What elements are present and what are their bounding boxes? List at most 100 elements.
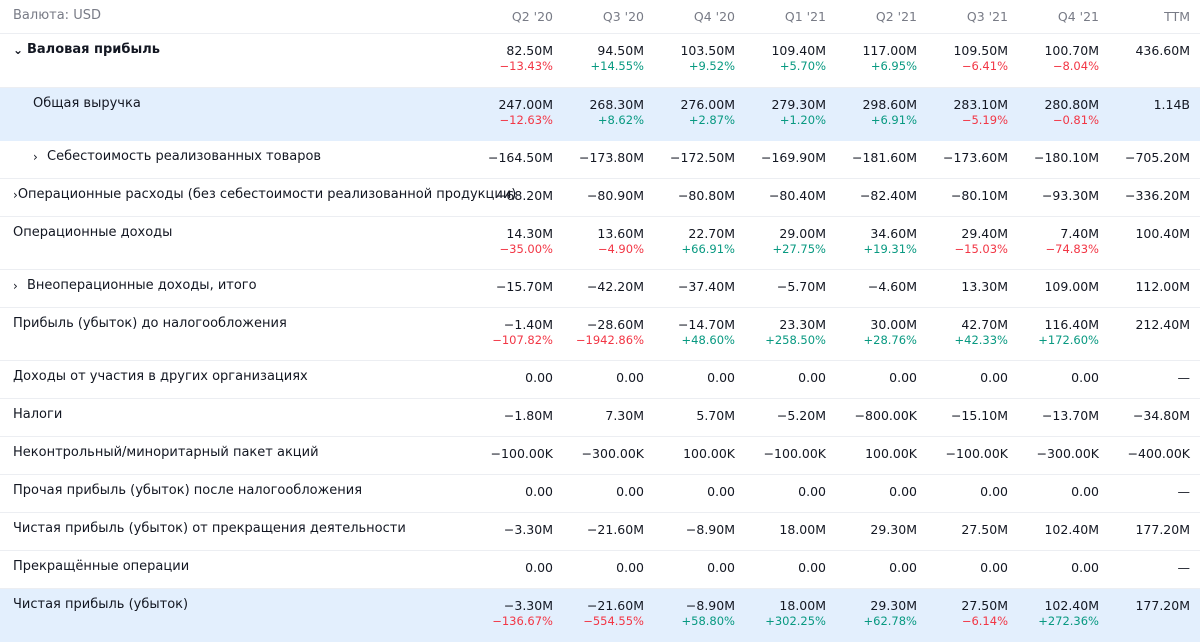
value: 117.00M <box>862 43 917 58</box>
value: −705.20M <box>1125 150 1190 165</box>
row-values: −164.50M −173.80M −172.50M −169.90M −181.60M… <box>462 141 1190 166</box>
value-cell: 102.40M +272.36% <box>1008 589 1099 629</box>
value-cell: −172.50M <box>644 141 735 166</box>
change-percent: −107.82% <box>492 333 553 347</box>
value: 0.00 <box>980 560 1008 575</box>
value-cell: 42.70M +42.33% <box>917 308 1009 348</box>
value: 0.00 <box>525 484 553 499</box>
value: −21.60M <box>586 522 644 537</box>
value: −5.70M <box>776 279 826 294</box>
value: 7.40M <box>1060 226 1099 241</box>
table-row-gross-profit[interactable]: ⌄ Валовая прибыль 82.50M −13.43% 94.50M +14.5… <box>0 34 1200 88</box>
value: −80.40M <box>768 188 826 203</box>
value-cell: −169.90M <box>735 141 826 166</box>
value: −5.20M <box>776 408 826 423</box>
value: 0.00 <box>707 484 735 499</box>
chevron-right-icon[interactable]: › <box>13 278 18 293</box>
value-cell: 177.20M <box>1099 513 1190 538</box>
change-percent: +14.55% <box>590 59 645 73</box>
value-cell: 5.70M <box>644 399 735 424</box>
change-percent: −1942.86% <box>575 333 644 347</box>
table-row-operating-expenses[interactable]: › Операционные расходы (без себестоимости… <box>0 179 1200 217</box>
value-cell: −705.20M <box>1099 141 1190 166</box>
value: −3.30M <box>503 522 553 537</box>
value-cell: 34.60M +19.31% <box>826 217 918 257</box>
value-cell: 0.00 <box>644 475 735 500</box>
value: 18.00M <box>779 522 826 537</box>
value: 0.00 <box>616 370 644 385</box>
value-cell: — <box>1099 551 1191 576</box>
value-cell: −93.30M <box>1008 179 1099 204</box>
value: −181.60M <box>852 150 917 165</box>
value-cell: 18.00M <box>735 513 826 538</box>
row-label-cell: › Себестоимость реализованных товаров <box>0 141 462 164</box>
chevron-down-icon[interactable]: ⌄ <box>13 42 24 57</box>
table-row-net-income: Чистая прибыль (убыток) −3.30M −136.67% −21… <box>0 589 1200 642</box>
value: −172.50M <box>670 150 735 165</box>
change-percent: −554.55% <box>583 614 644 628</box>
value: 14.30M <box>506 226 553 241</box>
value-cell: −13.70M <box>1008 399 1099 424</box>
value-cell: 0.00 <box>917 551 1008 576</box>
value: 109.40M <box>771 43 826 58</box>
period-header: Q3 '20 <box>602 9 644 24</box>
row-values: 0.00 0.00 0.00 0.00 0.00 0.00 0.00 — <box>462 361 1190 386</box>
chevron-right-icon[interactable]: › <box>13 187 18 202</box>
value: 109.50M <box>953 43 1008 58</box>
change-percent: −8.04% <box>1052 59 1099 73</box>
value-cell: 29.00M +27.75% <box>735 217 827 257</box>
change-percent: +66.91% <box>681 242 736 256</box>
value: — <box>1177 560 1191 575</box>
table-row-total-revenue: Общая выручка 247.00M −12.63% 268.30M +8.62%… <box>0 88 1200 141</box>
value-cell: 30.00M +28.76% <box>826 308 918 348</box>
value-cell: 0.00 <box>1008 361 1099 386</box>
value-cell: 29.30M <box>826 513 917 538</box>
value-cell: 100.40M <box>1099 217 1190 257</box>
change-percent: −13.43% <box>499 59 554 73</box>
value-cell: 0.00 <box>644 551 735 576</box>
value: −300.00K <box>581 446 644 461</box>
table-row-minority-interest: Неконтрольный/миноритарный пакет акций −1… <box>0 437 1200 475</box>
row-values: −100.00K −300.00K 100.00K −100.00K 100.00K −1… <box>462 437 1190 462</box>
value: −34.80M <box>1132 408 1190 423</box>
value-cell: 18.00M +302.25% <box>735 589 826 629</box>
value: 100.70M <box>1044 43 1099 58</box>
value-cell: 13.60M −4.90% <box>553 217 644 257</box>
row-label-cell: Налоги <box>0 399 462 422</box>
value-cell: −80.10M <box>917 179 1008 204</box>
value: 1.14B <box>1153 97 1190 112</box>
chevron-right-icon[interactable]: › <box>33 149 38 164</box>
value-cell: — <box>1099 361 1191 386</box>
change-percent: +8.62% <box>597 113 644 127</box>
value-cell: −300.00K <box>553 437 644 462</box>
value: 177.20M <box>1135 598 1190 613</box>
value-cell: 0.00 <box>553 361 644 386</box>
value-cell: 109.40M +5.70% <box>735 34 826 74</box>
row-label: Внеоперационные доходы, итого <box>27 278 257 293</box>
change-percent: +9.52% <box>688 59 735 73</box>
table-row-equity-affiliates: Доходы от участия в других организациях 0… <box>0 361 1200 399</box>
row-label: Операционные доходы <box>13 225 173 240</box>
table-row-non-operating-income[interactable]: › Внеоперационные доходы, итого −15.70M −42… <box>0 270 1200 308</box>
change-percent: −12.63% <box>499 113 554 127</box>
row-label: Прочая прибыль (убыток) после налогообло… <box>13 483 363 498</box>
change-percent: +6.91% <box>870 113 917 127</box>
table-row-cogs[interactable]: › Себестоимость реализованных товаров −164… <box>0 141 1200 179</box>
value: −173.60M <box>943 150 1008 165</box>
row-label: Себестоимость реализованных товаров <box>47 149 322 164</box>
value-cell: 280.80M −0.81% <box>1008 88 1099 128</box>
change-percent: +48.60% <box>681 333 736 347</box>
value-cell: −8.90M +58.80% <box>644 589 736 629</box>
value-cell: −82.40M <box>826 179 917 204</box>
row-label: Чистая прибыль (убыток) <box>13 597 189 612</box>
value-cell: 82.50M −13.43% <box>462 34 554 74</box>
change-percent: +28.76% <box>863 333 918 347</box>
value-cell: −181.60M <box>826 141 917 166</box>
value: 0.00 <box>889 484 917 499</box>
row-values: −15.70M −42.20M −37.40M −5.70M −4.60M 13.30M 1… <box>462 270 1190 295</box>
table-row-net-income-continuing: Чистая прибыль (убыток) от прекращения д… <box>0 513 1200 551</box>
change-percent: +6.95% <box>870 59 917 73</box>
value: 177.20M <box>1135 522 1190 537</box>
value: 29.40M <box>961 226 1008 241</box>
row-label: Чистая прибыль (убыток) от прекращения д… <box>13 521 406 536</box>
